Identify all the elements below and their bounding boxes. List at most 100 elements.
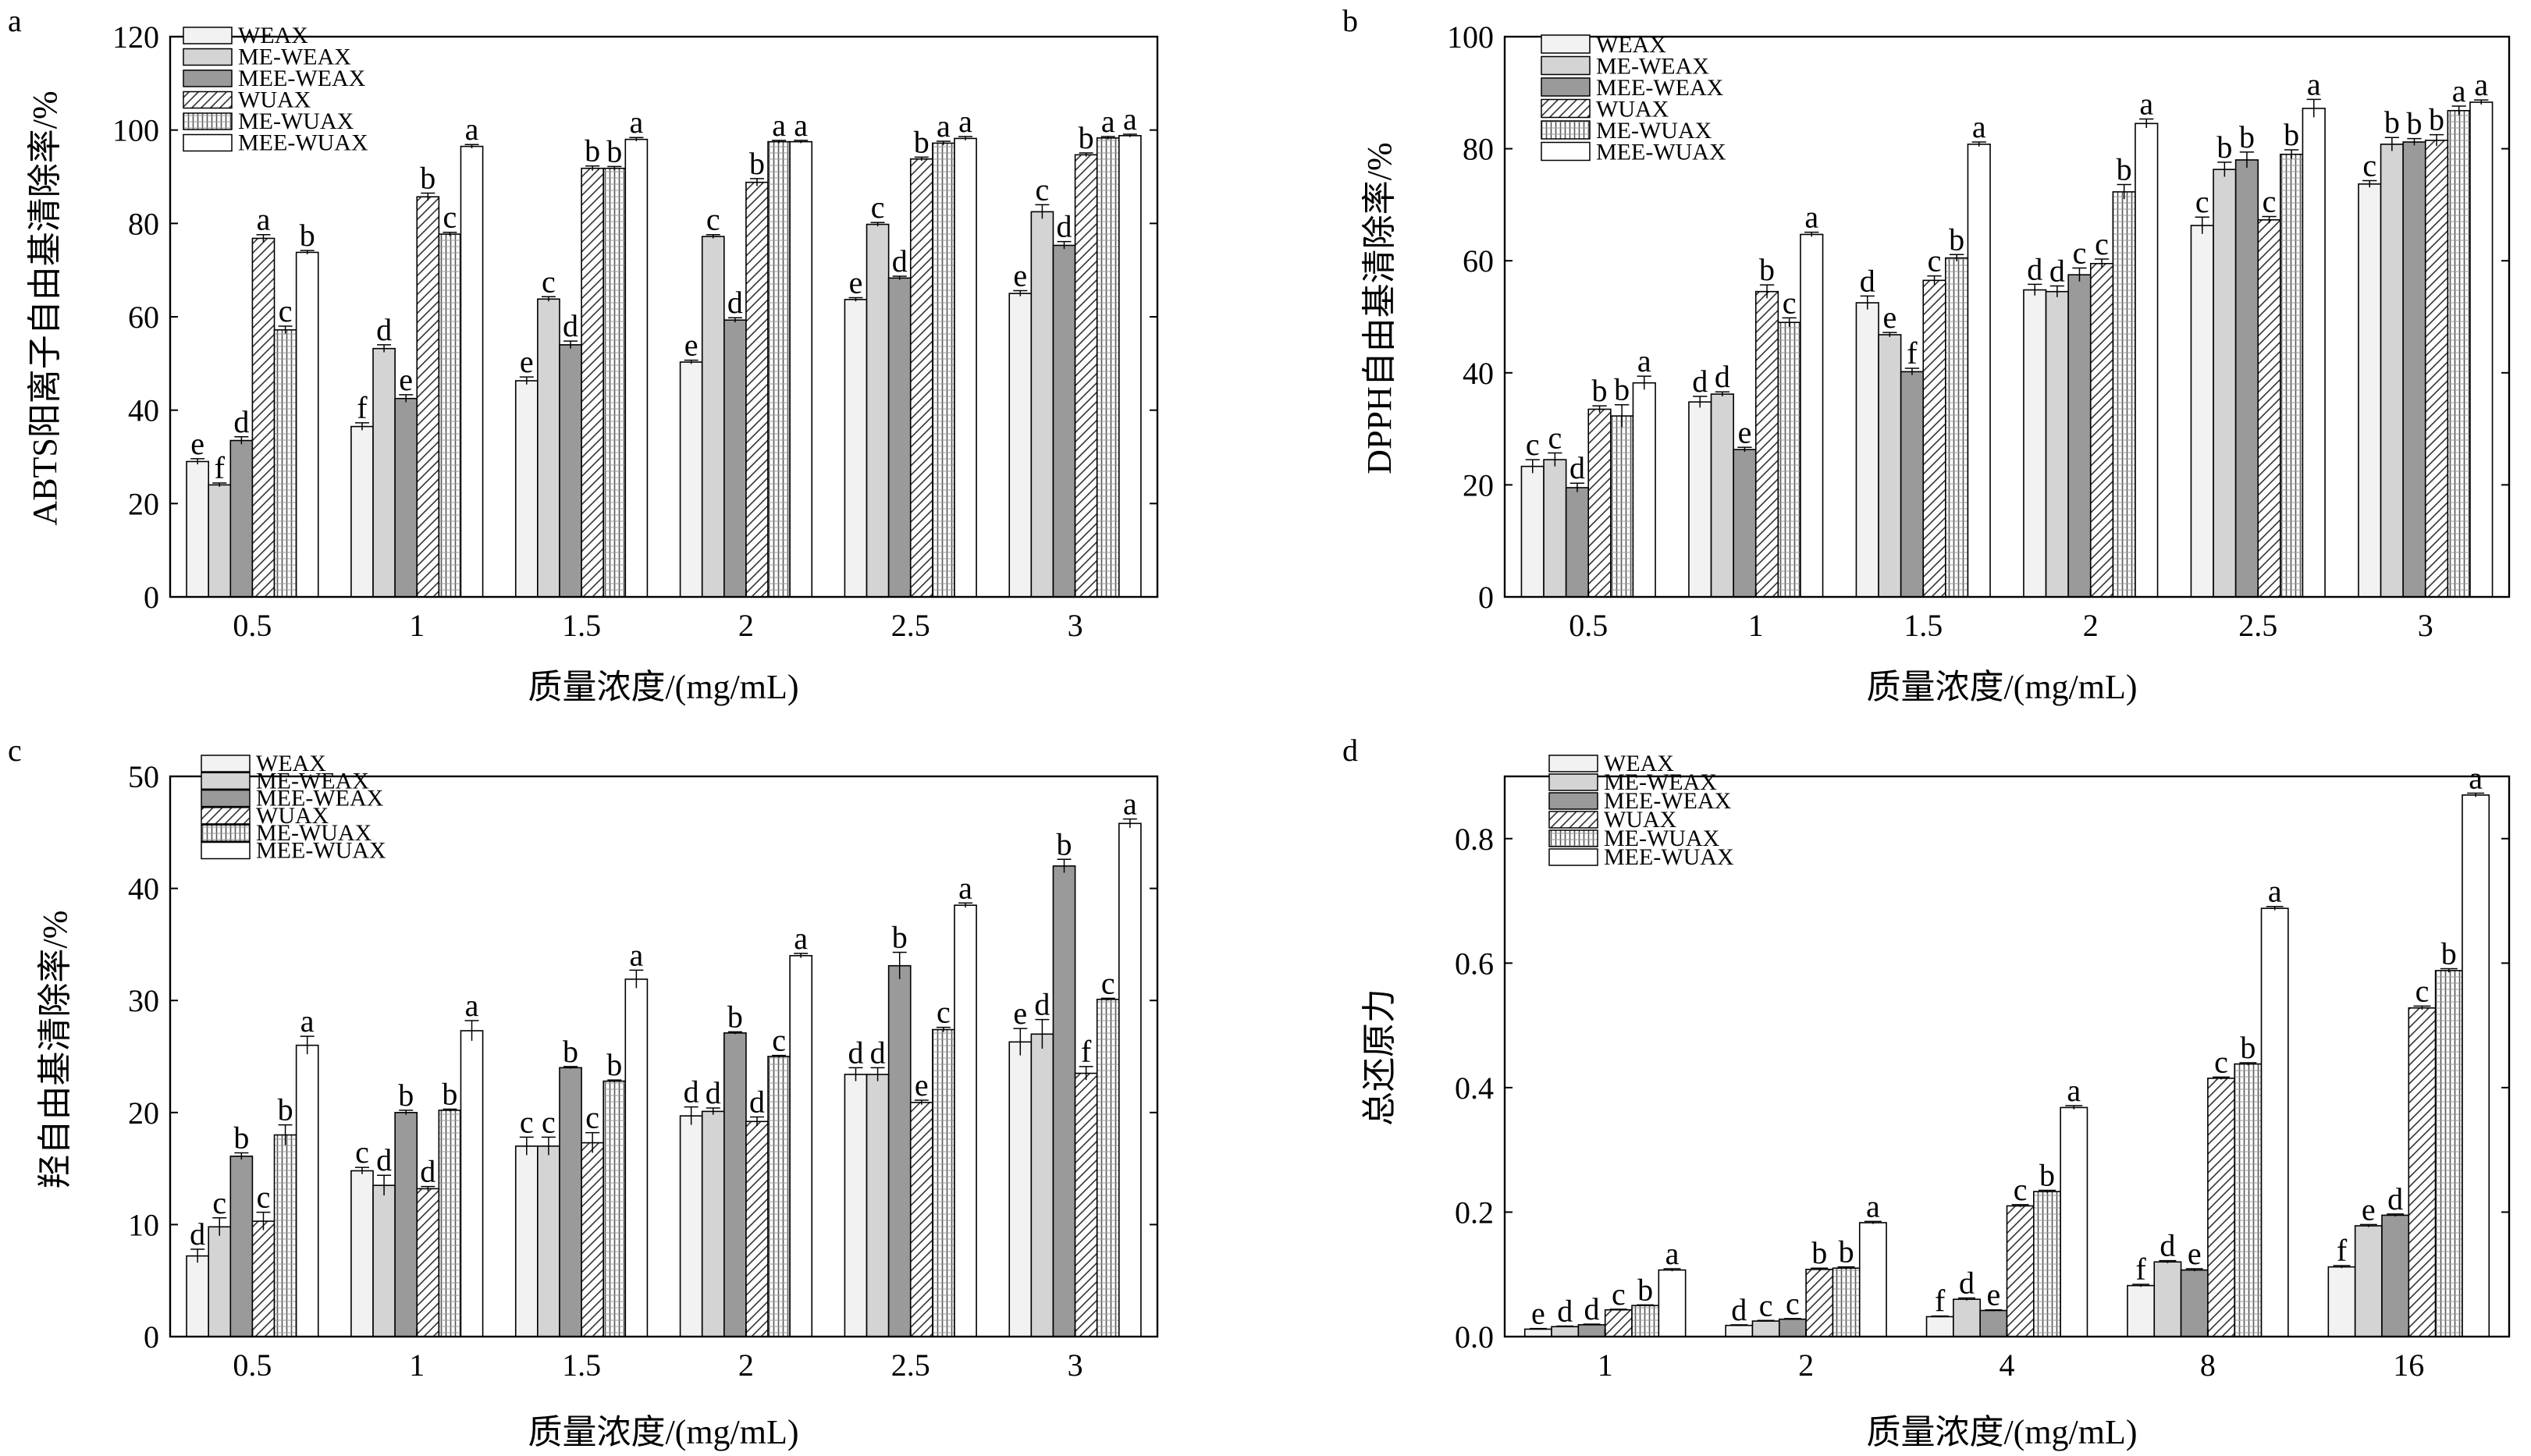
sig-letter-c-3-0: c [257,1180,271,1215]
bar-a-5-1 [460,145,484,598]
bar-b-1-5 [2380,144,2404,598]
bar-b-0-0 [1520,465,1545,598]
sig-letter-a-0-1: f [357,390,368,425]
legend-label-a-1: ME-WEAX [238,44,351,70]
sig-letter-a-2-5: d [1057,209,1072,244]
bar-b-3-4 [2257,218,2281,598]
bar-d-2-4 [2381,1214,2410,1337]
sig-letter-d-1-3: d [2160,1228,2175,1263]
sig-letter-d-0-0: e [1531,1296,1545,1331]
legend-label-d-0: WEAX [1604,751,1674,776]
legend-label-c-1: ME-WEAX [256,768,369,794]
sig-letter-d-0-2: f [1935,1284,1946,1319]
plot-frame-d [1503,775,2511,1338]
sig-letter-d-5-3: a [2268,874,2282,909]
bar-b-5-3 [2135,123,2159,598]
sig-letter-a-1-5: c [1036,172,1050,207]
legend-swatch-d-1 [1548,773,1598,791]
sig-letter-a-2-0: d [233,404,249,439]
sig-letter-a-2-4: d [892,243,908,279]
sig-letter-c-5-4: a [958,870,972,905]
sig-letter-b-5-2: a [1972,109,1986,144]
legend-swatch-d-3 [1548,811,1598,829]
sig-letter-b-5-0: a [1637,343,1651,378]
sig-letter-c-3-5: f [1081,1034,1092,1069]
y-tick-label-b-2: 40 [1463,356,1494,391]
bar-d-5-2 [2060,1106,2088,1337]
sig-letter-d-2-0: d [1584,1291,1600,1326]
sig-letter-b-2-3: c [2073,236,2087,271]
bar-a-5-0 [295,251,319,598]
legend-swatch-d-5 [1548,848,1598,866]
bar-c-3-2 [581,1142,604,1337]
sig-letter-c-2-1: b [398,1078,414,1113]
x-tick-label-b-3: 2 [2083,608,2099,643]
bar-b-0-3 [2023,289,2047,598]
x-tick-label-d-1: 2 [1798,1348,1814,1383]
bar-c-2-1 [394,1112,418,1337]
bar-b-3-3 [2089,262,2114,598]
y-tick-label-b-5: 100 [1447,20,1494,55]
bar-a-2-0 [229,439,254,598]
bar-a-2-3 [723,319,747,598]
y-tick-label-a-3: 60 [128,300,159,335]
bar-a-0-5 [1008,293,1033,598]
sig-letter-c-4-3: c [772,1023,786,1058]
panel-c-letter: c [8,733,22,768]
sig-letter-c-1-1: d [376,1142,392,1177]
y-tick-label-a-4: 80 [128,206,159,241]
bar-d-5-1 [1858,1222,1887,1337]
sig-letter-b-2-4: b [2239,119,2255,154]
sig-letter-a-0-4: e [849,265,863,300]
bar-c-0-3 [679,1115,703,1337]
legend-label-d-4: ME-WUAX [1604,826,1720,851]
legend-swatch-b-0 [1541,34,1591,54]
sig-letter-a-3-2: b [585,133,600,169]
x-tick-label-b-0: 0.5 [1569,608,1608,643]
sig-letter-b-5-3: a [2139,87,2153,122]
sig-letter-a-1-4: c [871,190,885,225]
sig-letter-a-5-2: a [629,105,643,140]
bar-b-4-2 [1945,257,1969,598]
bar-c-3-1 [416,1188,440,1337]
bar-b-5-1 [1800,233,1824,598]
bar-a-3-4 [909,158,933,598]
chart-panel-b: DPPH自由基清除率/% 质量浓度/(mg/mL) 020406080100cd… [1360,20,2511,706]
bar-b-0-2 [1855,302,1879,598]
bar-c-2-0 [229,1156,254,1337]
sig-letter-b-1-4: b [2216,130,2232,165]
x-tick-label-a-3: 2 [738,608,754,643]
bar-d-3-3 [2207,1078,2236,1337]
bar-d-3-4 [2408,1007,2437,1337]
bar-a-2-1 [394,397,418,598]
x-axis-title-a: 质量浓度/(mg/mL) [528,668,798,706]
sig-letter-a-3-4: b [914,124,930,159]
sig-letter-d-5-4: a [2469,761,2483,796]
bar-a-1-1 [372,347,396,598]
bar-d-4-1 [1832,1267,1861,1337]
sig-letter-b-1-2: e [1882,300,1896,335]
bar-a-5-3 [789,140,813,598]
bar-d-0-3 [2127,1284,2156,1337]
sig-letter-d-1-4: e [2362,1191,2376,1227]
chart-panel-c: 羟自由基清除率/% 质量浓度/(mg/mL) 01020304050dccdde… [36,751,1159,1451]
sig-letter-a-3-1: b [420,160,435,195]
bar-b-0-4 [2190,225,2214,598]
sig-letter-d-2-3: e [2188,1236,2202,1271]
sig-letter-c-5-5: a [1123,787,1137,822]
y-tick-label-a-6: 120 [112,20,159,55]
bar-a-3-2 [581,167,604,598]
bar-c-4-4 [932,1028,955,1337]
x-tick-label-d-2: 4 [2000,1348,2015,1383]
y-tick-label-b-3: 60 [1463,243,1494,279]
y-tick-label-b-0: 0 [1478,580,1494,615]
sig-letter-a-4-3: a [772,108,786,143]
sig-letter-a-2-1: e [399,362,413,397]
legend-swatch-b-1 [1541,55,1591,76]
bar-a-4-0 [273,328,297,598]
x-tick-label-a-0: 0.5 [233,608,272,643]
bar-c-2-2 [559,1067,582,1337]
x-tick-label-c-2: 1.5 [562,1348,601,1383]
legend-label-c-3: WUAX [256,803,329,829]
sig-letter-a-4-0: c [279,293,293,328]
